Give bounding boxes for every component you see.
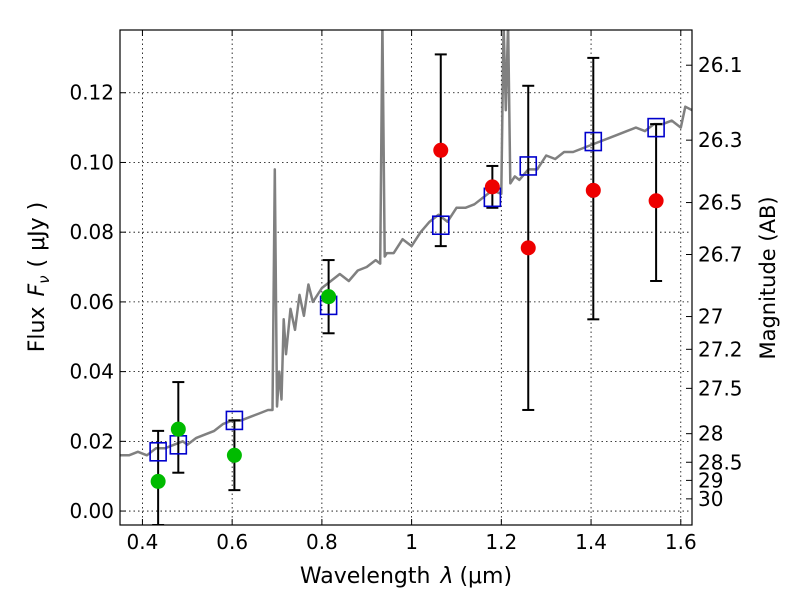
y-tick-label: 0.12 [69, 81, 114, 105]
template-spectrum [120, 30, 692, 457]
observed-point [585, 182, 601, 198]
y-tick-label: 0.00 [69, 499, 114, 523]
y-axis-label-prefix: Flux [25, 307, 50, 353]
model-point [431, 215, 450, 236]
x-tick-label: 1.4 [575, 530, 607, 554]
y-axis-label-unit: μJy ) [25, 202, 50, 251]
observed-point [484, 179, 500, 195]
observed-point [150, 473, 166, 489]
x-tick-label: 0.8 [306, 530, 338, 554]
y-tick-label: 0.02 [69, 429, 114, 453]
mag-tick-label: 28.5 [698, 450, 743, 474]
y-axis-fnu: F [25, 284, 50, 297]
model-points [149, 117, 665, 462]
mag-tick-label: 26.5 [698, 191, 743, 215]
mag-tick-label: 26.3 [698, 128, 743, 152]
observed-point [648, 193, 664, 209]
y-tick-label: 0.04 [69, 360, 114, 384]
magnitude-axis-label: Magnitude (AB) [756, 196, 780, 359]
model-point [647, 117, 665, 138]
y-tick-label: 0.10 [69, 150, 114, 174]
x-axis-label-prefix: Wavelength [300, 564, 431, 589]
y-axis-fnu-sub: ν [35, 275, 53, 283]
x-tick-label: 1 [405, 530, 418, 554]
observed-point [520, 240, 536, 256]
y-axis-label: Flux Fν ( μJy ) [25, 202, 53, 352]
x-tick-label: 0.4 [127, 530, 159, 554]
observed-point [226, 447, 242, 463]
mag-tick-label: 27 [698, 305, 723, 329]
x-axis-lambda: λ [439, 564, 453, 589]
y-tick-label: 0.08 [69, 220, 114, 244]
mag-tick-label: 30 [698, 487, 723, 511]
observed-points [150, 142, 664, 489]
x-axis-label-unit: (μm) [459, 564, 512, 589]
observed-point [170, 421, 186, 437]
plot-frame [119, 29, 693, 526]
mag-tick-label: 27.2 [698, 337, 743, 361]
mag-tick-label: 26.7 [698, 242, 743, 266]
x-axis-label: Wavelength λ (μm) [300, 564, 512, 589]
mag-tick-label: 26.1 [698, 53, 743, 77]
mag-tick-label: 27.5 [698, 376, 743, 400]
model-point [225, 410, 244, 431]
x-tick-label: 0.6 [216, 530, 248, 554]
model-point [149, 441, 167, 462]
mag-tick-label: 29 [698, 468, 723, 492]
mag-tick-label: 28 [698, 422, 723, 446]
plot-area [120, 30, 692, 525]
observed-point [321, 289, 337, 305]
y-axis-ticks: 0.00 0.02 0.04 0.06 0.08 0.10 0.12 [69, 81, 126, 523]
template-spectrum-line [120, 30, 692, 457]
x-axis-ticks: 0.4 0.6 0.8 1 1.2 1.4 1.6 [127, 30, 697, 554]
y-axis-paren: ( [25, 259, 50, 268]
model-point [584, 131, 603, 152]
x-tick-label: 1.6 [665, 530, 697, 554]
x-tick-label: 1.2 [485, 530, 517, 554]
model-point [519, 156, 538, 176]
y-tick-label: 0.06 [69, 290, 114, 314]
observed-point [433, 142, 449, 158]
grid-lines [120, 30, 692, 525]
